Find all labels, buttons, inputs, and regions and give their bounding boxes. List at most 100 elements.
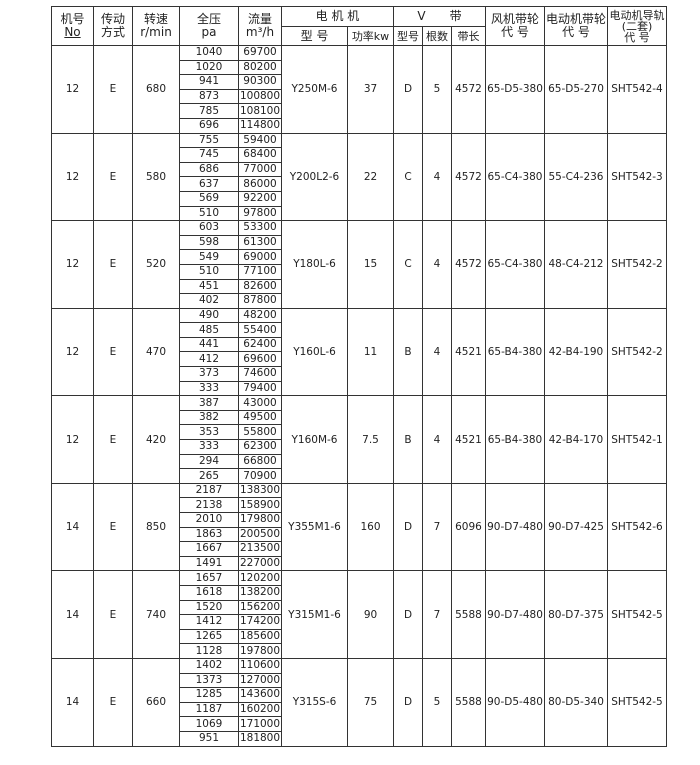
pressure-cell: 1069 <box>179 716 239 732</box>
machine-no-label: 机号 <box>60 12 85 26</box>
rail-set: (二套) <box>621 19 653 33</box>
belt-count-cell: 5 <box>422 657 452 747</box>
fan-pulley-cell: 90-D7-480 <box>485 570 545 659</box>
flow-cell: 66800 <box>238 453 282 470</box>
table-row: 549 69000 <box>52 249 667 265</box>
table-row: 873 100800 <box>52 88 667 105</box>
motor-cell: Y200L2-6 <box>281 132 348 222</box>
table-row: 510 77100 <box>52 263 667 280</box>
table-row: 941 90300 <box>52 74 667 90</box>
flow-cell: 127000 <box>238 672 282 689</box>
belt-type-cell: C <box>393 220 423 309</box>
table-row: 265 70900 <box>52 468 667 484</box>
fan-pulley-label: 风机带轮 <box>490 12 539 26</box>
table-header: 机号 No 传动 方式 转速 r/min 全压 pa 流量 m³/h 电 机 机 V 带 … <box>51 6 667 46</box>
speed-unit: r/min <box>140 25 172 39</box>
drive-cell: E <box>93 570 133 659</box>
pressure-cell: 1373 <box>179 672 239 689</box>
col-rail: 电动机导轨 (二套) 代 号 <box>607 6 667 46</box>
pressure-cell: 745 <box>179 147 239 163</box>
pressure-cell: 485 <box>179 322 239 338</box>
flow-cell: 90300 <box>238 74 282 90</box>
drive-cell: E <box>93 482 133 572</box>
pressure-cell: 402 <box>179 293 239 309</box>
pressure-cell: 598 <box>179 234 239 251</box>
pressure-cell: 387 <box>179 395 239 411</box>
pressure-cell: 1285 <box>179 687 239 703</box>
flow-cell: 143600 <box>238 687 282 703</box>
flow-cell: 97800 <box>238 205 282 222</box>
no-cell: 12 <box>51 132 94 222</box>
col-speed: 转速 r/min <box>132 6 180 46</box>
rail-cell: SHT542-6 <box>607 482 667 572</box>
drive-cell: E <box>93 45 133 134</box>
speed-cell: 850 <box>132 482 180 572</box>
flow-cell: 62300 <box>238 439 282 455</box>
col-flow: 流量 m³/h <box>238 6 282 46</box>
flow-cell: 77100 <box>238 263 282 280</box>
flow-cell: 61300 <box>238 234 282 251</box>
belt-type-cell: B <box>393 307 423 397</box>
flow-cell: 87800 <box>238 293 282 309</box>
power-cell: 160 <box>347 482 394 572</box>
fan-pulley-cell: 65-C4-380 <box>485 132 545 222</box>
flow-cell: 171000 <box>238 716 282 732</box>
col-belt-length: 带长 <box>451 26 486 46</box>
col-fan-pulley: 风机带轮代 号 <box>485 6 545 46</box>
col-drive: 传动 方式 <box>93 6 133 46</box>
pressure-cell: 333 <box>179 439 239 455</box>
pressure-cell: 873 <box>179 88 239 105</box>
fan-pulley-cell: 65-B4-380 <box>485 307 545 397</box>
rail-sub: 代 号 <box>624 30 650 44</box>
table-row: 402 87800 <box>52 293 667 309</box>
speed-label: 转速 <box>143 12 168 26</box>
fan-pulley-sub: 代 号 <box>501 25 529 39</box>
pressure-cell: 1657 <box>179 570 239 586</box>
belt-length-cell: 5588 <box>451 657 486 747</box>
table-row: 14 E 660 1402 110600 Y315S-6 75 D 5 5588 90-D5-480… <box>51 657 667 747</box>
pressure-cell: 353 <box>179 424 239 441</box>
flow-cell: 120200 <box>238 570 282 586</box>
motor-pulley-cell: 80-D7-375 <box>544 570 608 659</box>
table-row: 598 61300 <box>52 234 667 251</box>
flow-cell: 156200 <box>238 599 282 616</box>
flow-cell: 92200 <box>238 190 282 207</box>
belt-type-cell: D <box>393 570 423 659</box>
pressure-cell: 1265 <box>179 628 239 645</box>
pressure-label: 全压 <box>196 12 221 26</box>
pressure-cell: 603 <box>179 220 239 236</box>
flow-cell: 185600 <box>238 628 282 645</box>
pressure-cell: 490 <box>179 307 239 324</box>
pressure-cell: 1402 <box>179 657 239 674</box>
motor-pulley-sub: 代 号 <box>562 25 590 39</box>
rail-cell: SHT542-3 <box>607 132 667 222</box>
pressure-cell: 1187 <box>179 701 239 718</box>
table-row: 686 77000 <box>52 161 667 178</box>
fan-spec-table: 机号 No 传动 方式 转速 r/min 全压 pa 流量 m³/h 电 机 机 V 带 … <box>51 6 667 747</box>
flow-unit: m³/h <box>245 25 275 39</box>
flow-cell: 197800 <box>238 643 282 659</box>
motor-pulley-cell: 55-C4-236 <box>544 132 608 222</box>
motor-cell: Y315M1-6 <box>281 570 348 659</box>
belt-type-cell: B <box>393 395 423 484</box>
belt-type-cell: D <box>393 482 423 572</box>
flow-cell: 53300 <box>238 220 282 236</box>
flow-cell: 213500 <box>238 541 282 557</box>
table-row: 1285 143600 <box>52 687 667 703</box>
table-row: 2138 158900 <box>52 497 667 513</box>
pressure-cell: 1618 <box>179 584 239 601</box>
power-cell: 11 <box>347 307 394 397</box>
flow-cell: 200500 <box>238 526 282 543</box>
motor-pulley-cell: 65-D5-270 <box>544 45 608 134</box>
flow-cell: 160200 <box>238 701 282 718</box>
pressure-cell: 696 <box>179 117 239 134</box>
flow-cell: 138300 <box>238 482 282 499</box>
pressure-cell: 755 <box>179 132 239 149</box>
flow-cell: 59400 <box>238 132 282 149</box>
power-cell: 75 <box>347 657 394 747</box>
no-cell: 12 <box>51 220 94 309</box>
table-row: 14 E 740 1657 120200 Y315M1-6 90 D 7 5588 90-D7-48… <box>51 570 667 659</box>
pressure-cell: 637 <box>179 176 239 192</box>
motor-pulley-cell: 90-D7-425 <box>544 482 608 572</box>
table-row: 569 92200 <box>52 190 667 207</box>
